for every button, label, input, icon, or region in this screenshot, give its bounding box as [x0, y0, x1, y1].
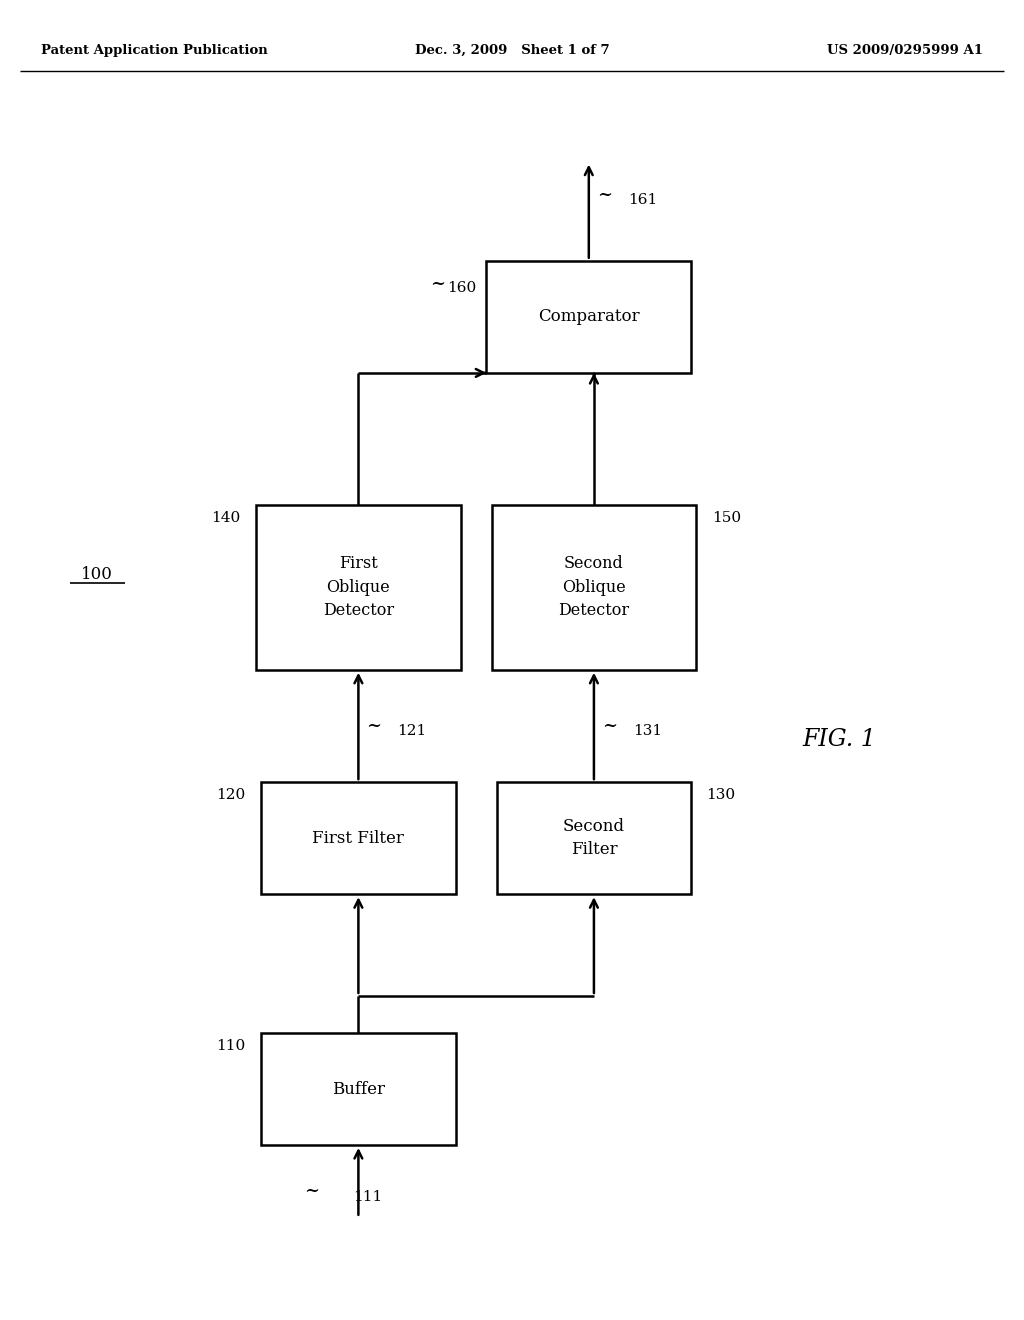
- Text: 161: 161: [628, 193, 657, 207]
- Text: Second
Oblique
Detector: Second Oblique Detector: [558, 556, 630, 619]
- Text: ~: ~: [597, 186, 612, 203]
- Text: First
Oblique
Detector: First Oblique Detector: [323, 556, 394, 619]
- Text: ~: ~: [602, 717, 617, 735]
- Text: US 2009/0295999 A1: US 2009/0295999 A1: [827, 44, 983, 57]
- Bar: [497, 781, 691, 895]
- Text: FIG. 1: FIG. 1: [803, 727, 877, 751]
- Text: Buffer: Buffer: [332, 1081, 385, 1097]
- Text: First Filter: First Filter: [312, 830, 404, 846]
- Text: Second
Filter: Second Filter: [563, 818, 625, 858]
- Text: Comparator: Comparator: [538, 309, 640, 325]
- Bar: [492, 504, 696, 671]
- Text: ~: ~: [430, 275, 445, 293]
- Bar: [256, 504, 461, 671]
- Text: Dec. 3, 2009   Sheet 1 of 7: Dec. 3, 2009 Sheet 1 of 7: [415, 44, 609, 57]
- Text: 130: 130: [707, 788, 735, 803]
- Bar: [486, 261, 691, 372]
- Text: Patent Application Publication: Patent Application Publication: [41, 44, 267, 57]
- Text: 150: 150: [712, 511, 740, 525]
- Bar: [261, 1032, 456, 1146]
- Text: 131: 131: [633, 725, 662, 738]
- Text: 110: 110: [216, 1039, 246, 1053]
- Text: 121: 121: [397, 725, 427, 738]
- Text: ~: ~: [367, 717, 382, 735]
- Text: 120: 120: [216, 788, 246, 803]
- Text: 111: 111: [353, 1189, 383, 1204]
- Text: 140: 140: [211, 511, 241, 525]
- Text: 160: 160: [446, 281, 476, 294]
- Bar: [261, 781, 456, 895]
- Text: ~: ~: [304, 1183, 319, 1200]
- Text: 100: 100: [81, 566, 114, 582]
